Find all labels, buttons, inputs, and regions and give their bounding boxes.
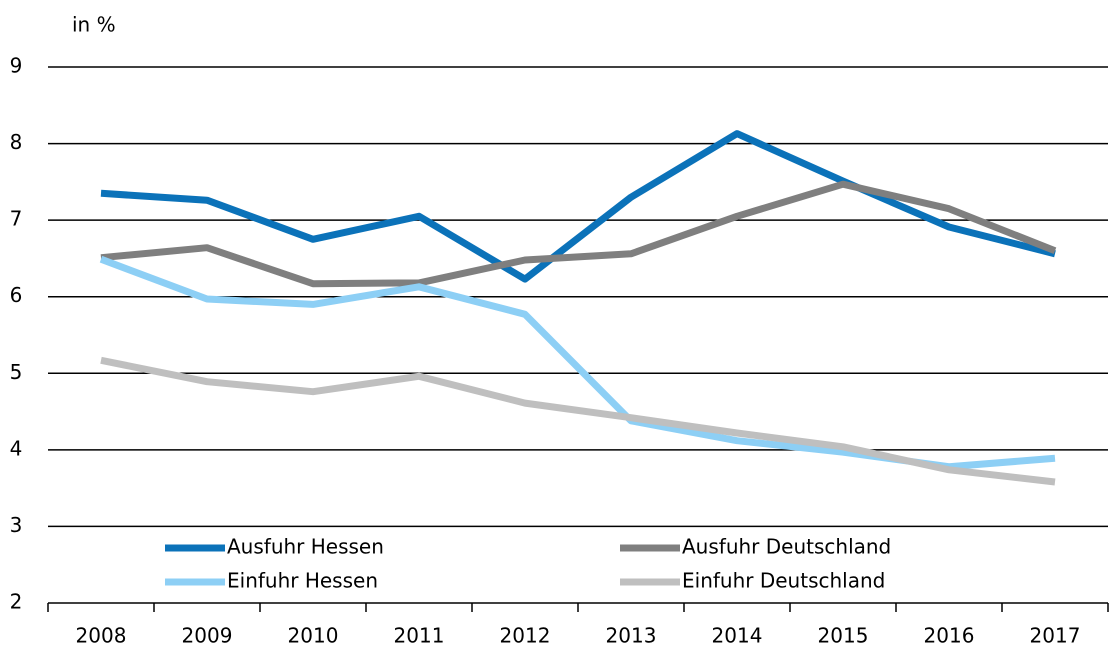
y-tick-label: 5	[10, 360, 23, 384]
series-line	[100, 180, 1057, 288]
legend-label: Ausfuhr Deutschland	[682, 535, 891, 559]
x-tick-label: 2012	[500, 624, 551, 648]
y-axis-label: in %	[72, 13, 116, 37]
x-tick-label: 2014	[712, 624, 763, 648]
x-tick-label: 2013	[606, 624, 657, 648]
x-tick-label: 2017	[1030, 624, 1081, 648]
y-tick-label: 6	[10, 283, 23, 307]
series-line	[100, 356, 1056, 486]
x-tick-label: 2009	[182, 624, 233, 648]
x-tick-label: 2015	[818, 624, 869, 648]
legend-label: Einfuhr Hessen	[227, 569, 378, 593]
y-tick-label: 8	[10, 130, 23, 154]
x-tick-label: 2008	[76, 624, 127, 648]
series-line	[100, 130, 1056, 283]
legend-label: Ausfuhr Hessen	[227, 535, 384, 559]
y-tick-label: 7	[10, 207, 23, 231]
x-tick-label: 2016	[924, 624, 975, 648]
x-tick-label: 2011	[394, 624, 445, 648]
y-tick-label: 9	[10, 54, 23, 78]
y-tick-label: 3	[10, 513, 23, 537]
y-tick-label: 2	[10, 590, 23, 614]
series-line	[99, 255, 1056, 471]
legend-label: Einfuhr Deutschland	[682, 569, 885, 593]
y-tick-label: 4	[10, 436, 23, 460]
x-tick-label: 2010	[288, 624, 339, 648]
